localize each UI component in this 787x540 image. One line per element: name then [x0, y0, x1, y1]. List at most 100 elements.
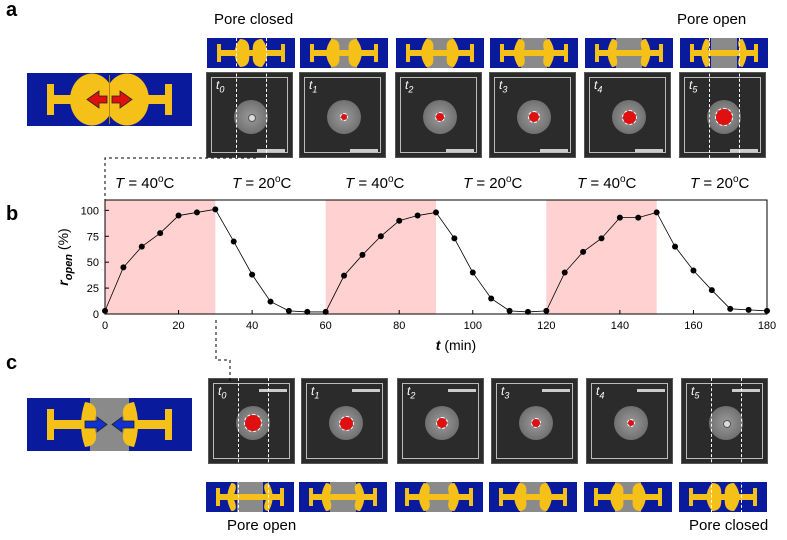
heating-interval-1: [105, 200, 216, 314]
temp-label-5: T = 40oC: [577, 174, 637, 192]
pore-diagram-a-3: [396, 38, 484, 68]
scale-bar: [732, 389, 760, 392]
open-pore-spot: [621, 109, 637, 125]
ropen-point: [285, 307, 292, 314]
plot-frame: [104, 199, 768, 315]
x-tick-label: 0: [102, 320, 108, 332]
time-label: t5: [691, 384, 700, 401]
ropen-point: [598, 235, 605, 242]
large-device-closed-diagram: [27, 73, 192, 126]
temp-label-6: T = 20oC: [690, 174, 750, 192]
temp-label-2: T = 20oC: [232, 174, 292, 192]
ropen-point: [377, 233, 384, 240]
large-device-open-diagram: [27, 398, 192, 451]
pore-diagram-a-6: [680, 38, 768, 68]
temp-label-3: T = 40oC: [345, 174, 405, 192]
pore-diagram-c-3-svg: [395, 482, 483, 512]
time-label: t5: [689, 78, 698, 95]
ropen-point: [359, 251, 366, 258]
pore-diagram-c-6: [679, 482, 767, 512]
photo-frame: [684, 77, 761, 153]
open-pore-spot: [435, 416, 449, 430]
ropen-point: [138, 243, 145, 250]
pore-guide-line: [741, 378, 742, 513]
x-tick-label: 60: [320, 320, 332, 332]
photo-frame: [496, 383, 573, 459]
photo-c-5: t4: [586, 378, 673, 464]
large-device-open-svg: [27, 398, 192, 451]
x-tick-label: 100: [464, 320, 482, 332]
pore-guide-line: [236, 38, 237, 158]
x-tick-label: 180: [758, 320, 776, 332]
photo-c-3: t2: [397, 378, 484, 464]
x-tick-label: 40: [246, 320, 258, 332]
ropen-point: [451, 235, 458, 242]
open-pore-spot: [434, 111, 446, 123]
scale-bar: [540, 149, 568, 152]
large-device-closed-svg: [27, 73, 192, 126]
ropen-point: [561, 269, 568, 276]
temp-label-1: T = 40oC: [115, 174, 175, 192]
time-label: t3: [499, 78, 508, 95]
pore-diagram-c-6-svg: [679, 482, 767, 512]
x-tick-label: 160: [684, 320, 702, 332]
pore-closed-caption-a: Pore closed: [214, 11, 294, 28]
ropen-point: [469, 269, 476, 276]
x-tick-label: 20: [172, 320, 184, 332]
photo-frame: [213, 383, 290, 459]
pore-diagram-a-4: [490, 38, 578, 68]
scale-bar: [257, 149, 285, 152]
pore-diagram-a-1-svg: [207, 38, 295, 68]
ropen-point: [708, 287, 715, 294]
pore-guide-line: [268, 378, 269, 513]
photo-c-6: t5: [681, 378, 768, 464]
ropen-point: [727, 305, 734, 312]
closed-pore-center: [248, 114, 256, 122]
photo-frame: [589, 77, 666, 153]
ropen-point: [212, 206, 219, 213]
scale-bar: [259, 389, 287, 392]
ropen-point: [672, 243, 679, 250]
time-label: t0: [216, 78, 225, 95]
pore-diagram-c-3: [395, 482, 483, 512]
photo-a-6: t5: [679, 72, 766, 158]
open-pore-spot: [527, 110, 541, 124]
photo-frame: [304, 77, 381, 153]
pore-guide-line: [238, 378, 239, 513]
y-tick-label: 75: [87, 231, 99, 243]
ropen-point: [433, 209, 439, 216]
heating-interval-2: [325, 200, 436, 314]
ropen-time-chart: 0 20 40 60 80 100 120 140 160 180 0 25 50 75 100 t (min…: [55, 199, 776, 353]
ropen-point: [267, 298, 274, 305]
pore-guide-line: [711, 378, 712, 513]
time-label: t3: [501, 384, 510, 401]
ropen-point: [543, 307, 550, 314]
photo-a-2: t1: [299, 72, 386, 158]
ropen-point: [120, 264, 127, 271]
pore-diagram-c-4: [489, 482, 577, 512]
ropen-point: [616, 214, 623, 221]
photo-a-1: t0: [206, 72, 293, 158]
photo-frame: [402, 383, 479, 459]
ropen-point: [249, 271, 256, 278]
y-axis-label: ropen (%): [55, 228, 75, 285]
photo-frame: [494, 77, 571, 153]
panel-b-letter: b: [6, 203, 19, 225]
scale-bar: [352, 389, 380, 392]
scale-bar: [730, 149, 758, 152]
open-pore-spot: [244, 414, 262, 432]
pore-diagram-a-5-svg: [585, 38, 673, 68]
ropen-point: [304, 308, 311, 315]
photo-frame: [211, 77, 288, 153]
open-pore-spot: [626, 418, 636, 428]
ropen-point: [524, 308, 531, 315]
scale-bar: [448, 389, 476, 392]
photo-a-5: t4: [584, 72, 671, 158]
photo-frame: [400, 77, 477, 153]
photo-c-1: t0: [208, 378, 295, 464]
pore-guide-line: [739, 38, 740, 158]
pore-guide-line: [709, 38, 710, 158]
pore-diagram-a-1: [207, 38, 295, 68]
time-label: t4: [594, 78, 603, 95]
ropen-point: [341, 272, 348, 279]
